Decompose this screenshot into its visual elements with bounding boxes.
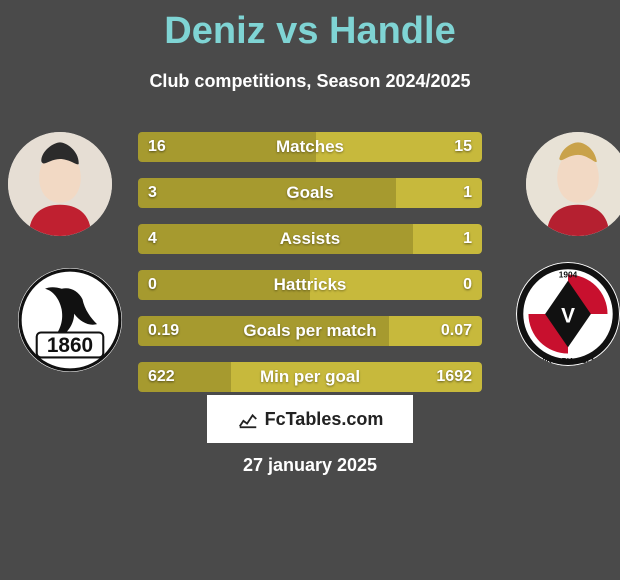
stat-label: Assists [138, 224, 482, 254]
person-icon [8, 132, 112, 236]
footer-logo-text: FcTables.com [265, 409, 384, 430]
chart-icon [237, 408, 259, 430]
svg-text:VIKTORIA KÖLN: VIKTORIA KÖLN [540, 356, 597, 365]
stat-label: Goals [138, 178, 482, 208]
club-left-badge: 1860 [18, 268, 122, 372]
stat-row: 00Hattricks [138, 270, 482, 300]
stat-row: 0.190.07Goals per match [138, 316, 482, 346]
club-right-badge: V 1904 VIKTORIA KÖLN [516, 262, 620, 366]
club-badge-icon: 1860 [18, 268, 122, 372]
stat-row: 31Goals [138, 178, 482, 208]
subtitle: Club competitions, Season 2024/2025 [0, 71, 620, 92]
stat-label: Goals per match [138, 316, 482, 346]
stat-bars: 1615Matches 31Goals 41Assists 00Hattricks 0.… [138, 132, 482, 408]
stat-row: 1615Matches [138, 132, 482, 162]
stat-label: Matches [138, 132, 482, 162]
stat-row: 41Assists [138, 224, 482, 254]
stat-label: Min per goal [138, 362, 482, 392]
club-badge-icon: V 1904 VIKTORIA KÖLN [516, 262, 620, 366]
person-icon [526, 132, 620, 236]
player-left-avatar [8, 132, 112, 236]
date-text: 27 january 2025 [0, 455, 620, 476]
page-title: Deniz vs Handle [0, 0, 620, 53]
club-left-year: 1860 [47, 334, 93, 357]
club-right-year: 1904 [559, 270, 578, 280]
footer-logo: FcTables.com [207, 395, 413, 443]
player-right-avatar [526, 132, 620, 236]
stat-label: Hattricks [138, 270, 482, 300]
stat-row: 6221692Min per goal [138, 362, 482, 392]
svg-text:V: V [561, 304, 575, 327]
